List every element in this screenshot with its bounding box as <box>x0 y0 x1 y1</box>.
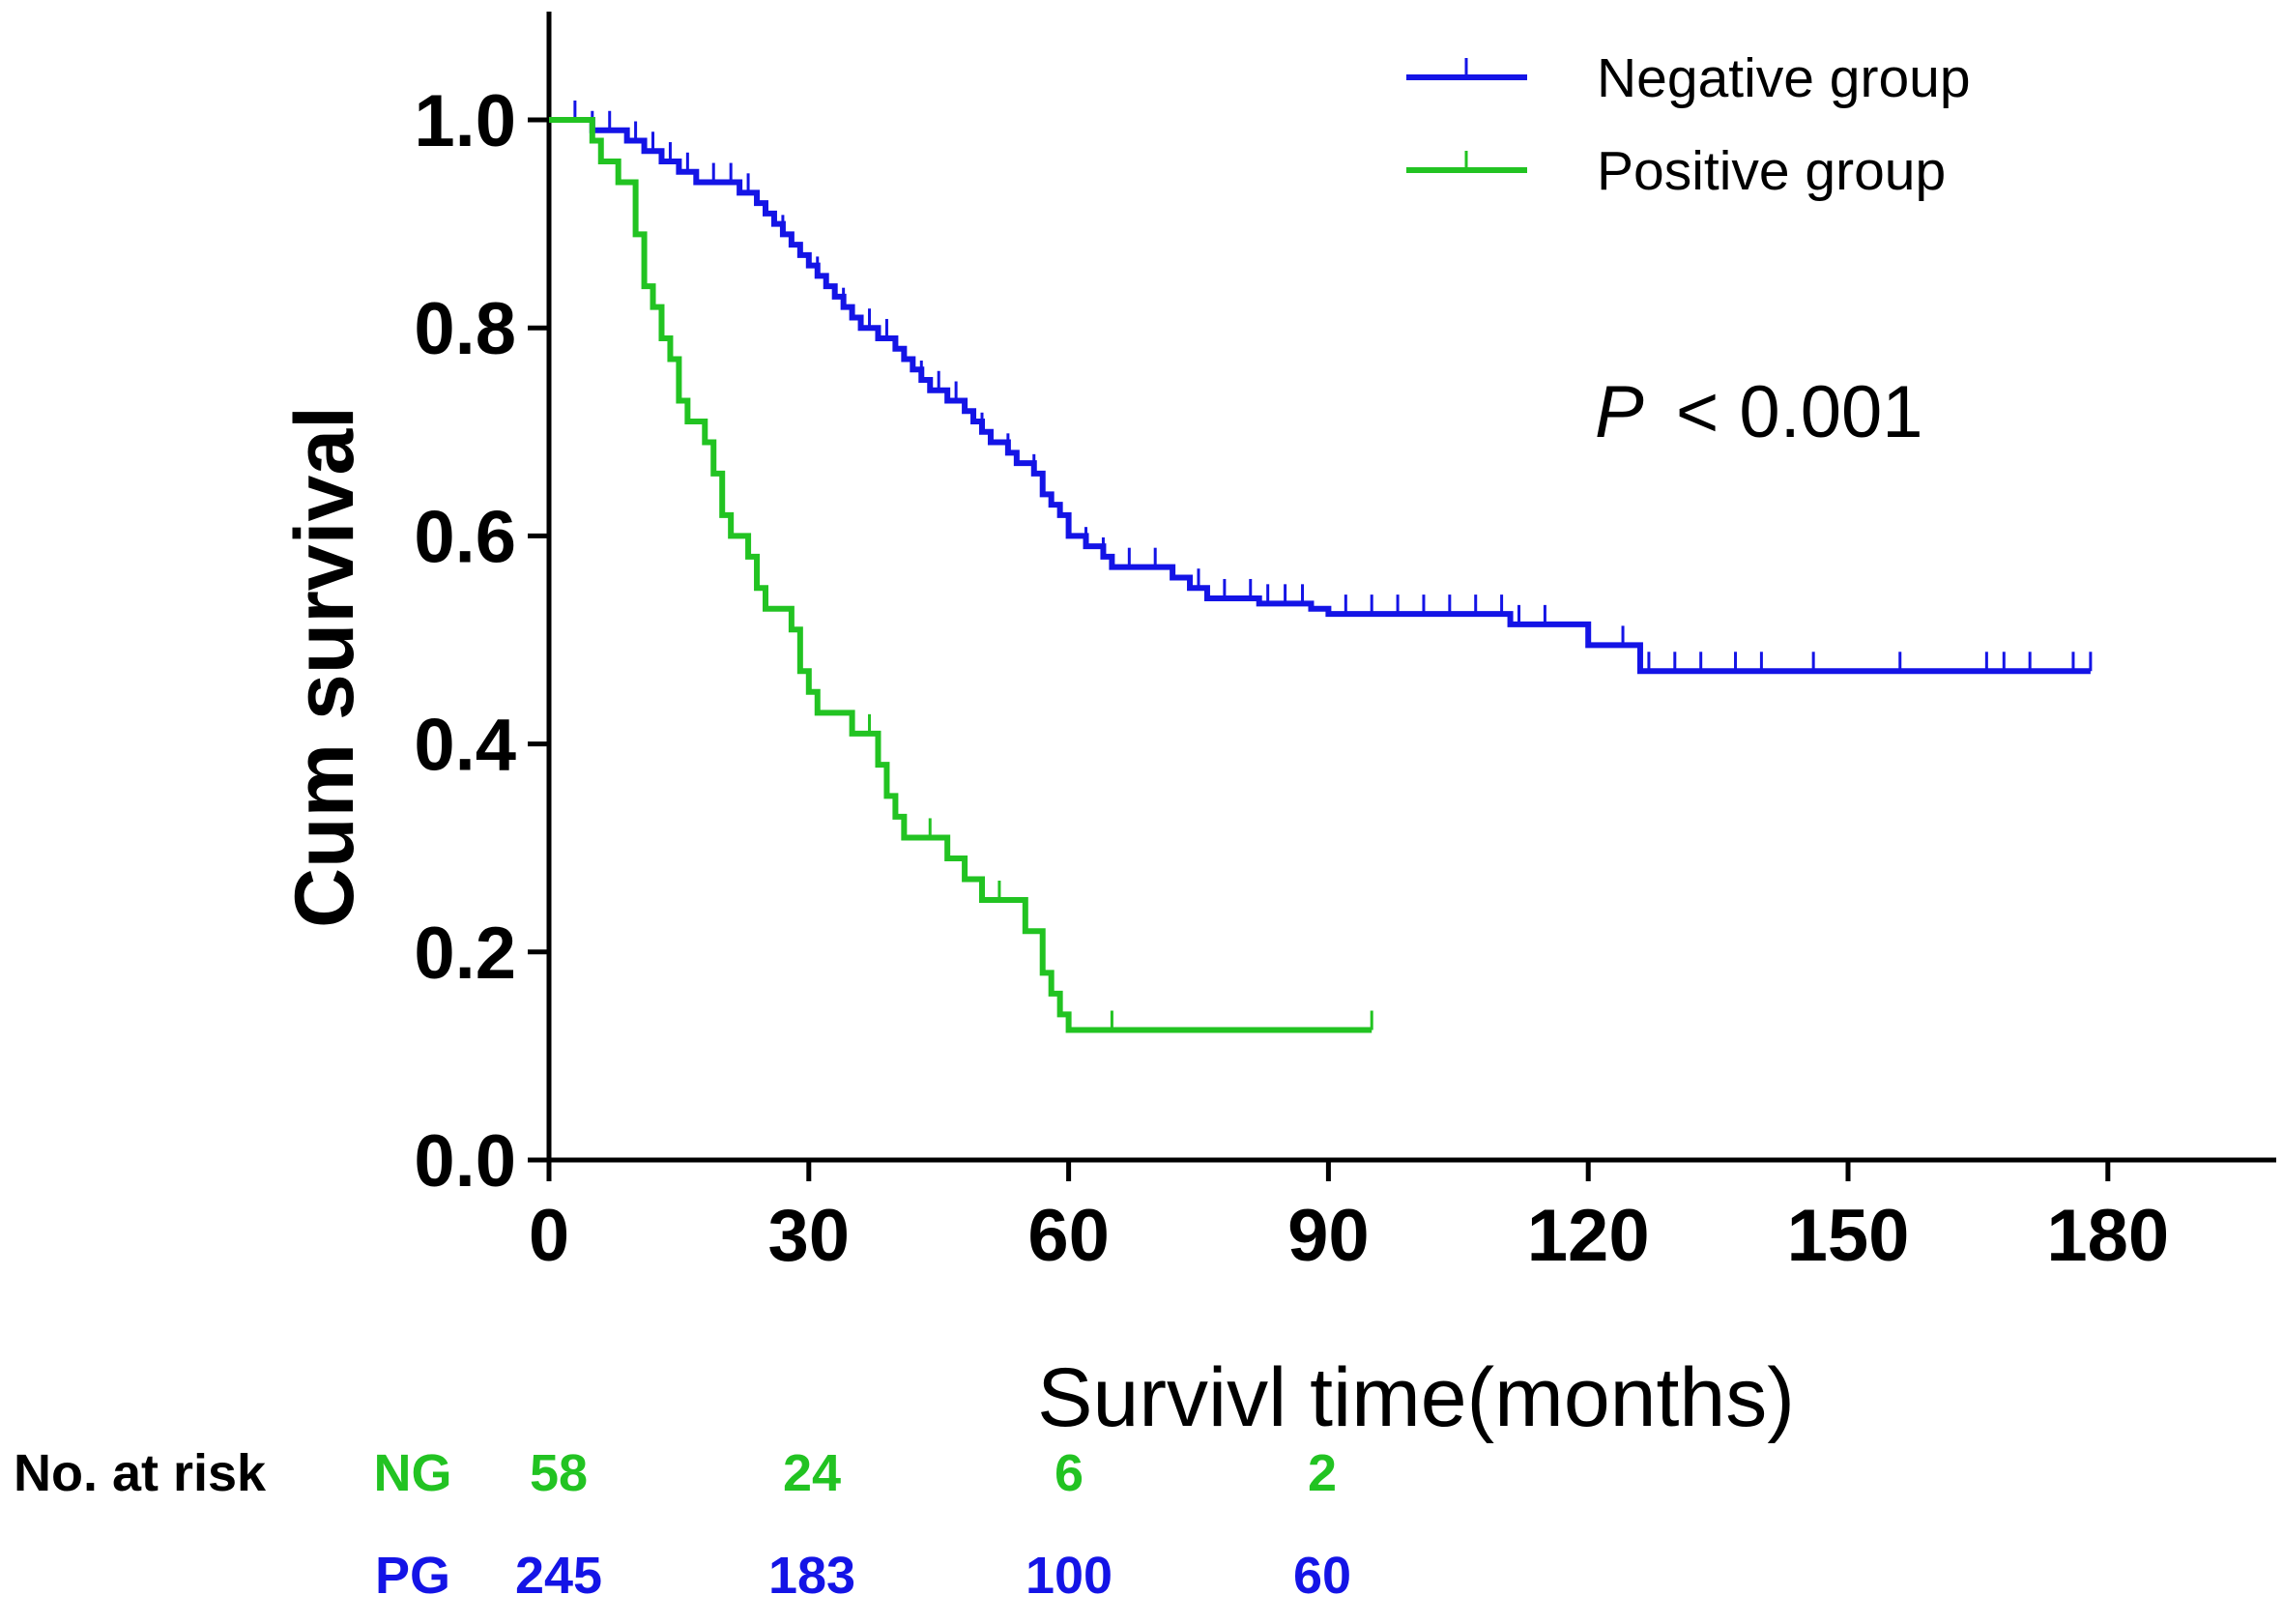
x-tick-label: 0 <box>529 1195 569 1277</box>
x-axis-title: Survivl time(months) <box>1037 1351 1795 1444</box>
risk-value: 6 <box>1055 1444 1084 1502</box>
risk-value: 245 <box>515 1547 602 1605</box>
x-tick-label: 180 <box>2046 1195 2169 1277</box>
x-tick-label: 120 <box>1527 1195 1650 1277</box>
plot-area <box>549 101 2093 1033</box>
risk-value: 58 <box>530 1444 588 1502</box>
x-tick-label: 60 <box>1027 1195 1110 1277</box>
risk-value: 100 <box>1026 1547 1113 1605</box>
risk-value: 183 <box>768 1547 855 1605</box>
x-tick-label: 150 <box>1787 1195 1910 1277</box>
y-axis-title: Cum survival <box>278 406 371 928</box>
y-tick-label: 1.0 <box>414 80 516 162</box>
legend: Negative group Positive group <box>1406 47 1971 202</box>
legend-label: Positive group <box>1597 140 1946 202</box>
axes: 0.0 0.2 0.4 0.6 0.8 1.0 0 30 60 90 120 150 180 <box>414 12 2276 1277</box>
series-positive-group <box>549 117 1373 1033</box>
risk-value: 24 <box>783 1444 841 1502</box>
y-tick-label: 0.0 <box>414 1120 516 1203</box>
risk-value: 2 <box>1308 1444 1337 1502</box>
risk-row-name: NG <box>374 1444 452 1502</box>
y-tick-label: 0.6 <box>414 496 516 578</box>
p-value-label: P <box>1595 371 1644 453</box>
x-tick-label: 30 <box>768 1195 851 1277</box>
legend-label: Negative group <box>1597 47 1971 109</box>
survival-curve <box>549 117 2091 675</box>
y-tick-label: 0.4 <box>414 705 516 787</box>
p-value-text: < 0.001 <box>1676 371 1923 453</box>
p-value-annotation: P < 0.001 <box>1595 371 1923 453</box>
survival-curve <box>549 117 1373 1033</box>
y-tick-label: 0.2 <box>414 913 516 995</box>
risk-table-label: No. at risk <box>14 1444 267 1502</box>
risk-value: 60 <box>1293 1547 1351 1605</box>
x-tick-label: 90 <box>1287 1195 1370 1277</box>
risk-table: No. at risk NG 58 24 6 2 PG 245 183 100 60 <box>14 1444 1351 1605</box>
series-negative-group <box>549 101 2093 675</box>
risk-row-name: PG <box>375 1547 450 1605</box>
y-tick-label: 0.8 <box>414 288 516 370</box>
